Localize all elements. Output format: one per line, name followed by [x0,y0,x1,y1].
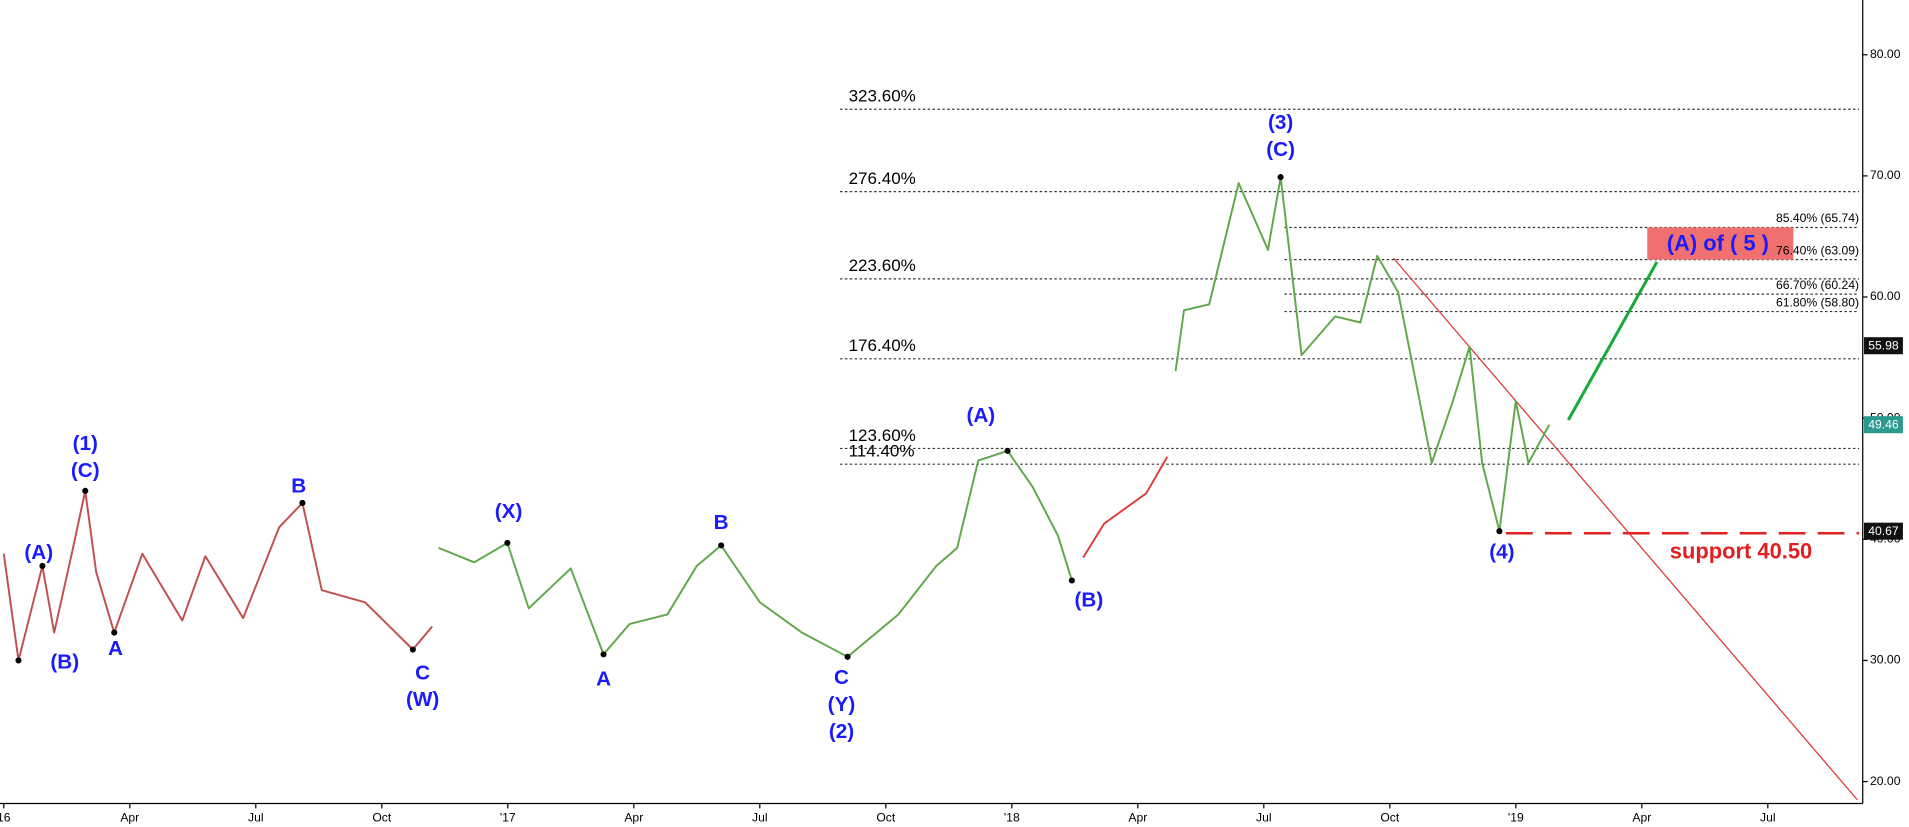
x-tick-label: Jul [1256,810,1272,824]
price-tag-label: 55.98 [1868,339,1899,353]
price-tag [1863,337,1903,355]
pivot-dot [844,653,851,660]
price-tag-label: 49.46 [1868,418,1899,432]
price-line [1082,456,1169,558]
price-line [2,489,433,662]
fib-label: 276.40% [849,169,916,188]
wave-label: (X) [495,500,523,523]
fib-label: 176.40% [849,336,916,355]
x-tick-label: '18 [1004,810,1020,824]
pivot-dot [1277,174,1284,181]
y-tick-label: 60.00 [1870,289,1901,303]
wave-label: (B) [50,650,79,673]
wave-label: A [596,667,611,690]
wave-label: C [834,666,849,689]
wave-label: (W) [406,688,439,711]
price-tag [1863,416,1903,434]
fib-label: 323.60% [849,87,916,106]
x-tick-label: Apr [1632,810,1651,824]
target-fib-label: 66.70% (60.24) [1776,278,1859,292]
fib-label: 223.60% [849,256,916,275]
pivot-dot [600,651,607,658]
x-tick-label: Oct [876,810,896,824]
wave-label: (B) [1075,589,1104,612]
fib-label: 123.60% [849,426,916,445]
pivot-dot [718,542,725,549]
pivot-dot [39,562,46,569]
y-tick-label: 80.00 [1870,47,1901,61]
pivot-dot [15,657,22,664]
target-fib-label: 76.40% (63.09) [1776,243,1859,257]
pivot-dot [1068,577,1075,584]
target-label: (A) of ( 5 ) [1667,231,1769,256]
y-tick-label: 20.00 [1870,774,1901,788]
y-tick-label: 70.00 [1870,168,1901,182]
pivot-dot [82,487,89,494]
x-tick-label: Oct [1380,810,1400,824]
wave-label: (3) [1268,111,1293,134]
wave-label: B [714,511,729,534]
pivot-dot [1496,528,1503,535]
target-fib-label: 85.40% (65.74) [1776,211,1859,225]
x-tick-label: Jul [1760,810,1776,824]
x-tick-label: Apr [624,810,643,824]
trendline [1393,257,1858,801]
wave-label: (Y) [828,693,856,716]
price-tag [1863,522,1903,540]
pivot-dot [1004,447,1011,454]
x-tick-label: '17 [500,810,516,824]
wave-label: (C) [1266,138,1295,161]
wave-label: (1) [73,432,98,455]
pivot-dot [409,646,416,653]
x-tick-label: '19 [1508,810,1524,824]
pivot-dot [299,499,306,507]
pivot-dot [111,629,118,636]
y-tick-label: 30.00 [1870,653,1901,667]
x-tick-label: Oct [372,810,392,824]
wave-label: (C) [71,459,100,482]
target-fib-label: 61.80% (58.80) [1776,295,1859,309]
price-tag-label: 40.67 [1868,524,1899,538]
x-tick-label: Apr [1128,810,1147,824]
wave-label: (A) [966,404,995,427]
projection-arrow [1566,261,1659,421]
wave-label: (2) [829,720,854,743]
x-tick-label: Apr [120,810,139,824]
target-box [1647,227,1794,260]
price-line [1174,176,1551,533]
wave-label: (A) [24,541,53,564]
price-line [438,449,1073,658]
pivot-dot [504,539,511,546]
wave-label: (4) [1489,541,1514,564]
x-tick-label: 16 [0,810,11,824]
x-tick-label: Jul [752,810,768,824]
wave-label: C [415,661,430,684]
fib-label: 114.40% [849,442,915,461]
wave-label: B [291,475,306,498]
support-label: support 40.50 [1670,539,1812,564]
x-tick-label: Jul [248,810,264,824]
wave-label: A [108,637,123,660]
